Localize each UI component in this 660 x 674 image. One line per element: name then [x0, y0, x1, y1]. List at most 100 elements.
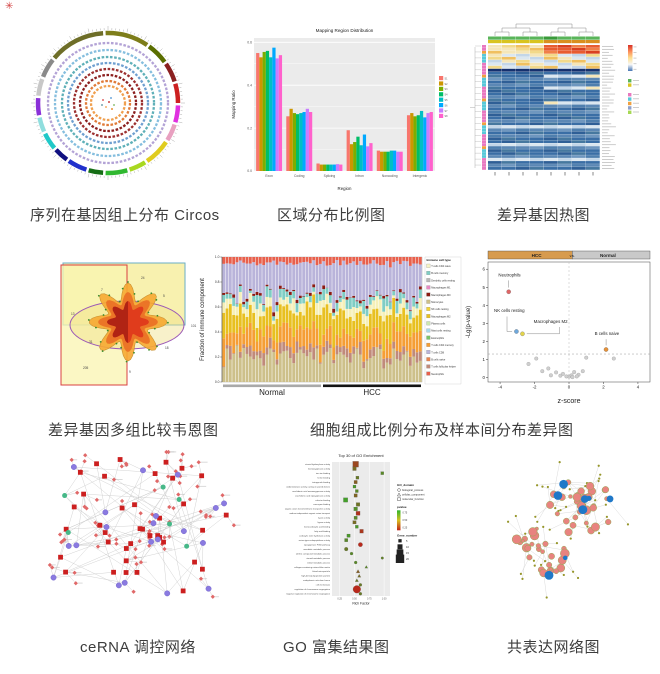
- svg-text:Eosinophils: Eosinophils: [431, 337, 445, 340]
- panel-diff-scatter: HCC v.s. Normal -4 -2 0 2 4 0 1 2 3 4 5 6 z-score -Lg(p-…: [462, 248, 658, 406]
- svg-text:15: 15: [406, 551, 409, 555]
- panel-go-enrich: Top 30 of GO Enrichment 0.25 0.50 0.75 1.00 s…: [236, 448, 438, 613]
- svg-text:Normal: Normal: [259, 388, 285, 397]
- svg-text:0.75: 0.75: [367, 598, 372, 601]
- deg-heatmap: [470, 23, 639, 176]
- go-enrichment-dot-plot: Top 30 of GO Enrichment 0.25 0.50 0.75 1.00 s…: [285, 453, 425, 606]
- svg-text:-4: -4: [498, 385, 502, 390]
- svg-text:1: 1: [483, 357, 486, 362]
- svg-text:1.00: 1.00: [382, 598, 387, 601]
- svg-text:101: 101: [191, 324, 197, 328]
- svg-text:carboxylic ester hydrolase act: carboxylic ester hydrolase activity: [299, 535, 331, 538]
- svg-text:organic anion transmembrane tr: organic anion transmembrane transporter …: [285, 508, 331, 511]
- svg-text:biological_process: biological_process: [402, 488, 424, 492]
- svg-text:T cells CD4 naive: T cells CD4 naive: [431, 265, 451, 268]
- svg-text:heme binding: heme binding: [318, 477, 331, 479]
- cerna-network-graph: [47, 449, 241, 599]
- svg-text:cell chemotaxis: cell chemotaxis: [316, 584, 330, 587]
- svg-text:steroid metabolic process: steroid metabolic process: [306, 557, 330, 560]
- svg-text:2: 2: [602, 385, 605, 390]
- svg-text:205: 205: [83, 366, 89, 370]
- svg-text:ligase activity: ligase activity: [318, 521, 331, 524]
- svg-text:Region: Region: [338, 186, 352, 191]
- immune-fraction-stacked-bar: 0.0 0.2 0.4 0.6 0.8 1.0 Fraction of immune com…: [200, 255, 462, 397]
- figure-caption-heatmap: 差异基因热图: [497, 207, 591, 224]
- svg-text:0.4: 0.4: [247, 83, 252, 87]
- panel-region-bar: 0.0 0.2 0.4 0.6 Mapping Region Distribution R…: [228, 22, 463, 197]
- svg-text:Macrophages M0: Macrophages M0: [431, 294, 451, 297]
- figure-caption-cerna: ceRNA 调控网络: [80, 639, 196, 656]
- svg-text:B cells naive: B cells naive: [595, 331, 620, 336]
- svg-text:0: 0: [483, 375, 486, 380]
- svg-text:S4: S4: [445, 94, 449, 97]
- svg-text:0.2: 0.2: [215, 355, 220, 359]
- svg-text:Mast cells resting: Mast cells resting: [431, 330, 451, 333]
- svg-text:24: 24: [141, 276, 145, 280]
- svg-text:monocarboxylic acid binding: monocarboxylic acid binding: [304, 526, 331, 529]
- svg-text:4: 4: [637, 385, 640, 390]
- svg-text:Monocytes: Monocytes: [431, 301, 444, 304]
- svg-text:cellular_component: cellular_component: [402, 493, 425, 497]
- svg-text:20: 20: [406, 557, 409, 561]
- svg-text:Dendritic cells resting: Dendritic cells resting: [431, 279, 455, 282]
- svg-text:Gene_number: Gene_number: [397, 533, 418, 537]
- figure-caption-circos: 序列在基因组上分布 Circos: [30, 207, 220, 224]
- figure-caption-venn: 差异基因多组比较韦恩图: [48, 422, 219, 439]
- multi-group-venn: 205 101 13 7 24 31 18 9 5: [60, 262, 197, 386]
- svg-text:Top 30 of GO Enrichment: Top 30 of GO Enrichment: [338, 453, 384, 458]
- svg-text:epoxygenase P450 pathway: epoxygenase P450 pathway: [304, 543, 331, 546]
- svg-text:Neutrophils: Neutrophils: [498, 272, 521, 277]
- svg-text:Mapping Region Distribution: Mapping Region Distribution: [316, 28, 374, 33]
- svg-text:3: 3: [483, 321, 486, 326]
- svg-text:0.25: 0.25: [403, 526, 408, 529]
- svg-text:steroid hydroxylase activity: steroid hydroxylase activity: [305, 463, 331, 466]
- svg-text:lyase activity: lyase activity: [318, 517, 331, 520]
- svg-text:cofactor binding: cofactor binding: [315, 499, 331, 502]
- svg-text:Macrophages M2: Macrophages M2: [431, 315, 451, 318]
- panel-circos: [15, 10, 200, 195]
- svg-text:retinol metabolic process: retinol metabolic process: [307, 561, 330, 564]
- mapping-region-bar-chart: 0.0 0.2 0.4 0.6 Mapping Region Distribution R…: [231, 28, 449, 191]
- svg-text:5: 5: [483, 285, 486, 290]
- svg-text:arachidonic acid monooxygenase: arachidonic acid monooxygenase activity: [292, 490, 331, 493]
- svg-text:-2: -2: [533, 385, 537, 390]
- panel-cerna-network: [38, 448, 243, 616]
- svg-text:HCC: HCC: [363, 388, 381, 397]
- svg-text:7: 7: [101, 288, 103, 292]
- figure-caption-immune: 细胞组成比例分布及样本间分布差异图: [310, 422, 574, 439]
- svg-text:S1: S1: [445, 77, 449, 80]
- svg-text:oxidoreductase activity, actin: oxidoreductase activity, acting on paire…: [286, 485, 330, 488]
- svg-text:xenobiotic metabolic process: xenobiotic metabolic process: [303, 548, 330, 551]
- svg-text:HCC: HCC: [532, 253, 543, 258]
- svg-text:Mapping Ratio: Mapping Ratio: [231, 90, 236, 119]
- svg-text:Splicing: Splicing: [324, 174, 336, 178]
- svg-text:sodium-independent organic ani: sodium-independent organic anion transpo…: [289, 512, 330, 515]
- svg-text:1.0: 1.0: [215, 255, 220, 259]
- svg-text:S5: S5: [445, 99, 449, 102]
- svg-text:0.50: 0.50: [352, 598, 357, 601]
- svg-text:Normal: Normal: [600, 253, 616, 258]
- svg-text:0.6: 0.6: [215, 305, 220, 309]
- svg-text:serine-type endopeptidase acti: serine-type endopeptidase activity: [299, 539, 331, 542]
- svg-text:Macrophages M2: Macrophages M2: [534, 319, 568, 324]
- panel-venn: 205 101 13 7 24 31 18 9 5: [45, 253, 210, 401]
- svg-text:S7: S7: [445, 110, 449, 113]
- svg-text:5: 5: [406, 539, 408, 543]
- svg-text:T cells follicular helper: T cells follicular helper: [431, 366, 456, 369]
- svg-text:0: 0: [568, 385, 571, 390]
- svg-text:0.0: 0.0: [215, 380, 220, 384]
- svg-text:10: 10: [406, 545, 409, 549]
- svg-text:collagen-containing extracellu: collagen-containing extracellular matrix: [294, 566, 331, 569]
- svg-text:Intron: Intron: [355, 174, 364, 178]
- svg-text:5: 5: [163, 294, 165, 298]
- svg-text:S6: S6: [445, 104, 449, 107]
- svg-text:Macrophages M1: Macrophages M1: [431, 287, 451, 290]
- figure-caption-go: GO 富集结果图: [283, 639, 390, 656]
- svg-text:S8: S8: [445, 115, 449, 118]
- svg-text:GO_domain: GO_domain: [397, 483, 414, 487]
- panel-coexp-network: [472, 452, 660, 624]
- svg-text:arachidonic acid epoxygenase a: arachidonic acid epoxygenase activity: [295, 494, 331, 497]
- svg-text:olefinic compound metabolic pr: olefinic compound metabolic process: [296, 552, 330, 555]
- svg-text:monooxygenase activity: monooxygenase activity: [308, 468, 331, 471]
